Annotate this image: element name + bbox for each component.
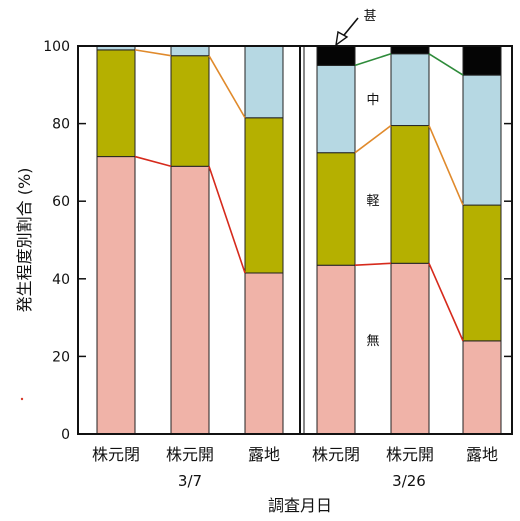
group-label-1: 3/7 <box>178 472 202 490</box>
bar-segment-2-series-1 <box>170 165 210 435</box>
plot-frame <box>77 45 513 435</box>
series-label-3: 中 <box>366 93 379 108</box>
category-label-1: 株元閉 <box>92 445 140 464</box>
category-label-3: 露地 <box>248 445 280 464</box>
connector-line-group2-series2-2 <box>428 125 464 206</box>
connector-line-group2-series3-1 <box>354 52 392 67</box>
bar-segment-5-series-2 <box>390 125 430 264</box>
bar-segment-6-series-1 <box>462 340 502 435</box>
annotation-arrow-head <box>335 30 349 47</box>
bar-segment-5-series-3 <box>390 53 430 127</box>
bar-segment-4-series-3 <box>316 64 356 154</box>
connector-line-group2-series3-2 <box>428 53 464 76</box>
bar-segment-6-series-4 <box>462 45 502 76</box>
connector-line-group1-series1-1 <box>134 155 172 168</box>
connector-line-group1-series1-2 <box>208 166 246 274</box>
category-label-2: 株元開 <box>166 445 214 464</box>
bar-segment-3-series-3 <box>244 45 284 119</box>
y-tick-label-80: 80 <box>52 117 70 133</box>
bar-segment-2-series-2 <box>170 55 210 167</box>
series-label-2: 軽 <box>366 194 379 209</box>
bar-segment-6-series-2 <box>462 204 502 342</box>
bar-segment-5-series-1 <box>390 262 430 435</box>
bar-segment-1-series-2 <box>96 49 136 158</box>
category-label-6: 露地 <box>466 445 498 464</box>
connector-line-group2-series1-2 <box>428 262 464 342</box>
y-tick-label-40: 40 <box>52 272 70 288</box>
bar-segment-1-series-1 <box>96 156 136 435</box>
bar-segment-2-series-3 <box>170 45 210 57</box>
y-axis-title: 発生程度別割合 (%) <box>15 168 34 313</box>
bar-segment-4-series-1 <box>316 264 356 435</box>
y-tick-label-0: 0 <box>61 427 70 443</box>
x-axis-title: 調査月日 <box>268 496 332 515</box>
y-tick-label-60: 60 <box>52 194 70 210</box>
connector-line-group1-series2-1 <box>134 49 172 57</box>
series-label-4: 甚 <box>363 9 376 24</box>
y-tick-label-20: 20 <box>52 349 70 365</box>
category-label-4: 株元閉 <box>312 445 360 464</box>
series-label-1: 無 <box>366 334 379 349</box>
bar-segment-3-series-2 <box>244 117 284 274</box>
bar-segment-4-series-4 <box>316 45 356 66</box>
bar-segment-3-series-1 <box>244 272 284 435</box>
connector-line-group2-series1-1 <box>354 262 392 267</box>
group-label-2: 3/26 <box>392 472 426 490</box>
bar-segment-4-series-2 <box>316 152 356 266</box>
connector-line-group2-series2-1 <box>354 124 392 154</box>
stray-dot <box>20 397 24 401</box>
connector-line-group1-series2-2 <box>208 55 246 119</box>
bar-segment-5-series-4 <box>390 45 430 55</box>
y-tick-label-100: 100 <box>43 39 70 55</box>
bar-segment-6-series-3 <box>462 74 502 206</box>
category-label-5: 株元開 <box>386 445 434 464</box>
